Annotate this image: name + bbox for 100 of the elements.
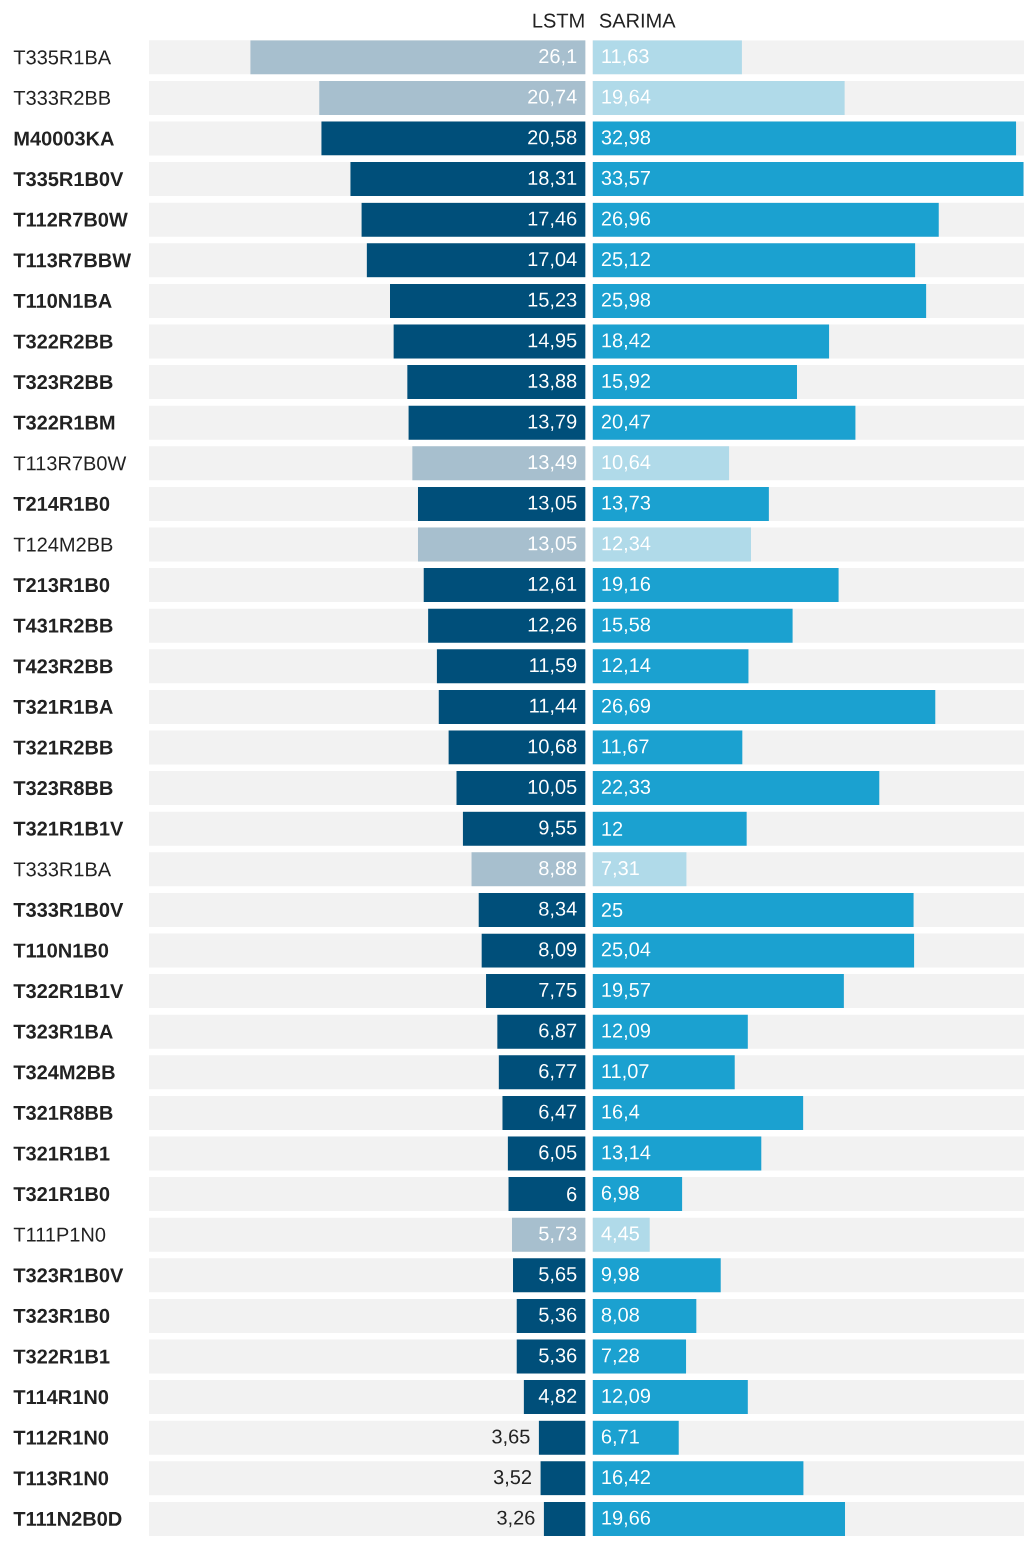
y-tick-label: T322R1B1V (13, 984, 124, 999)
y-tick-label: T335R1B0V (13, 172, 124, 187)
bar (423, 568, 586, 603)
bar (592, 608, 793, 643)
bar (592, 1420, 679, 1455)
bar (502, 1095, 586, 1130)
bar (390, 283, 586, 318)
data-label: 25,12 (601, 252, 650, 269)
y-tick-label: T111P1N0 (13, 1227, 106, 1242)
bar (486, 974, 586, 1009)
data-label: 12,09 (602, 1388, 650, 1406)
bar (471, 852, 586, 887)
y-tick-label: T322R1B1 (13, 1349, 110, 1364)
data-label: 13,49 (528, 455, 577, 472)
data-label: 25,04 (601, 942, 651, 959)
y-tick-label: T321R1B1 (13, 1146, 110, 1161)
data-label: 26,1 (539, 49, 577, 66)
data-label: 8,88 (539, 861, 577, 878)
data-label: 9,98 (601, 1267, 639, 1284)
bar (592, 1501, 846, 1536)
y-tick-label: T321R1B0 (13, 1187, 110, 1202)
bar (481, 933, 586, 968)
bar (592, 568, 839, 603)
data-label: 26,69 (601, 698, 650, 716)
data-label: 6,98 (601, 1185, 639, 1203)
bar (436, 649, 586, 684)
bar (321, 121, 586, 156)
bar (462, 811, 586, 846)
bar (508, 1177, 586, 1212)
data-label: 32,98 (601, 130, 651, 147)
bar (540, 1461, 586, 1496)
bar (543, 1501, 586, 1536)
bar (428, 608, 586, 643)
data-label: 16,42 (602, 1470, 650, 1487)
bar (592, 1136, 762, 1171)
chart-title: LSTM (533, 13, 584, 28)
data-label: 12,14 (602, 658, 651, 675)
bar (497, 1014, 586, 1049)
y-tick-label: T113R7B0W (13, 456, 127, 471)
bar (592, 283, 927, 318)
chart-title: SARIMA (599, 13, 676, 28)
data-label: 33,57 (601, 170, 650, 188)
bar (592, 446, 730, 481)
data-label: 7,75 (539, 982, 577, 1000)
bar (538, 1420, 586, 1455)
bar (366, 243, 586, 278)
y-tick-label: T214R1B0 (13, 496, 110, 511)
data-label: 11,67 (602, 739, 649, 756)
y-tick-label: T321R1B1V (13, 821, 124, 836)
bar (592, 365, 797, 400)
data-label: 19,64 (602, 89, 651, 107)
bar (592, 649, 749, 684)
bar (592, 1461, 804, 1496)
data-label: 20,74 (528, 89, 577, 107)
bar (592, 1095, 804, 1130)
y-tick-label: T322R2BB (13, 334, 113, 349)
bar (592, 1014, 748, 1049)
bar (516, 1339, 586, 1374)
bar (417, 527, 586, 562)
bar (319, 80, 586, 115)
bar (507, 1136, 586, 1171)
data-label: 8,34 (539, 901, 577, 919)
data-label: 6,87 (539, 1023, 577, 1040)
data-label: 16,4 (602, 1104, 640, 1122)
y-tick-label: T431R2BB (13, 618, 113, 633)
bar (592, 1258, 721, 1293)
data-label: 12,61 (528, 576, 577, 594)
y-tick-label: T321R2BB (13, 740, 113, 755)
data-label: 13,88 (528, 373, 577, 391)
bar (592, 1298, 697, 1333)
y-tick-label: T323R2BB (13, 375, 113, 390)
data-label: 7,28 (601, 1348, 639, 1365)
data-label: 7,31 (601, 861, 639, 878)
y-tick-label: T124M2BB (13, 537, 113, 552)
y-tick-label: T112R1N0 (13, 1430, 109, 1445)
data-label: 26,96 (601, 211, 651, 228)
data-label: 8,08 (601, 1307, 639, 1325)
bar (511, 1217, 586, 1252)
bar (361, 202, 586, 237)
data-label: 25,98 (601, 292, 651, 310)
y-tick-label: T323R1B0V (13, 1268, 124, 1283)
data-label: 17,04 (528, 252, 577, 269)
data-label: 10,64 (602, 455, 651, 472)
data-label: 11,07 (602, 1064, 649, 1081)
data-label: 4,45 (601, 1226, 639, 1243)
y-tick-label: T322R1BM (13, 415, 115, 430)
bar (417, 486, 586, 521)
data-label: 6,71 (601, 1429, 639, 1446)
bar (250, 40, 586, 75)
data-label: 12,34 (602, 536, 651, 553)
data-label: 5,65 (539, 1267, 577, 1284)
data-label: 18,42 (602, 333, 650, 350)
y-tick-label: T333R1B0V (13, 902, 124, 918)
bar (523, 1380, 586, 1415)
data-label: 19,16 (602, 576, 651, 594)
data-label: 25 (601, 902, 623, 917)
bar (592, 689, 936, 724)
bar (592, 933, 915, 968)
bar (592, 121, 1017, 156)
bar (592, 1380, 748, 1415)
